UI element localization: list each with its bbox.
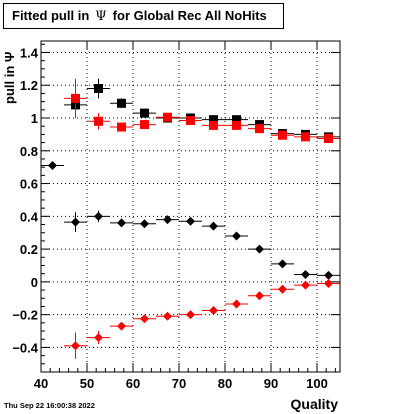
diamond-marker <box>71 341 80 351</box>
diamond-marker <box>255 291 264 301</box>
diamond-marker <box>140 219 149 229</box>
x-tick-label: 60 <box>126 376 140 391</box>
diamond-marker <box>140 314 149 324</box>
square-marker <box>232 120 241 130</box>
diamond-marker <box>278 284 287 294</box>
grid <box>41 41 340 372</box>
diamond-marker <box>163 215 172 225</box>
y-tick-label: 1.4 <box>20 45 39 60</box>
y-tick-label: 1 <box>31 111 38 126</box>
square-marker <box>140 120 149 130</box>
square-marker <box>232 115 241 125</box>
plot-frame <box>40 40 341 373</box>
diamond-marker <box>324 279 333 289</box>
square-marker <box>94 84 103 94</box>
y-axis-label: pull in Ψ <box>2 52 17 104</box>
series-3 <box>64 78 340 143</box>
y-tick-label: 0.8 <box>20 144 38 159</box>
diamond-marker <box>48 161 57 171</box>
diamond-marker <box>301 280 310 290</box>
y-tick-label: −0.2 <box>12 308 38 323</box>
diamond-marker <box>255 244 264 254</box>
diamond-marker <box>186 216 195 226</box>
diamond-marker <box>117 321 126 331</box>
y-axis-label-text: pull in Ψ <box>2 51 17 104</box>
diamond-marker <box>232 231 241 241</box>
series-1 <box>64 279 340 359</box>
y-tick-label: 1.2 <box>20 78 38 93</box>
diamond-marker <box>278 259 287 269</box>
square-marker <box>255 124 264 134</box>
diamond-marker <box>324 270 333 280</box>
y-tick-label: 0 <box>31 275 38 290</box>
diamond-marker <box>209 306 218 316</box>
square-marker <box>94 116 103 126</box>
series-0 <box>41 161 340 280</box>
square-marker <box>186 115 195 125</box>
diamond-marker <box>232 299 241 309</box>
diamond-marker <box>209 221 218 231</box>
square-marker <box>117 122 126 132</box>
x-tick-label: 90 <box>264 376 278 391</box>
square-marker <box>278 130 287 140</box>
square-marker <box>324 133 333 143</box>
diamond-marker <box>94 333 103 343</box>
x-axis-label: Quality <box>290 396 338 412</box>
square-marker <box>301 132 310 142</box>
square-marker <box>71 93 80 103</box>
axis-ticks <box>40 41 340 373</box>
square-marker <box>209 120 218 130</box>
y-tick-label: −0.4 <box>12 340 38 355</box>
square-marker <box>140 108 149 118</box>
series-2 <box>64 78 340 142</box>
diamond-marker <box>163 311 172 321</box>
x-tick-label: 80 <box>218 376 232 391</box>
title-symbol: Ψ <box>95 9 107 24</box>
timestamp: Thu Sep 22 16:00:38 2022 <box>4 401 95 410</box>
x-tick-label: 100 <box>306 376 328 391</box>
diamond-marker <box>301 270 310 280</box>
x-tick-label: 50 <box>80 376 94 391</box>
data-markers <box>41 78 340 359</box>
y-tick-label: 0.2 <box>20 242 38 257</box>
diamond-marker <box>71 217 80 227</box>
square-marker <box>117 98 126 108</box>
x-tick-label: 40 <box>34 376 48 391</box>
diamond-marker <box>117 218 126 228</box>
diamond-marker <box>186 310 195 320</box>
y-tick-label: 0.6 <box>20 177 38 192</box>
diamond-marker <box>94 211 103 221</box>
title-prefix: Fitted pull in <box>12 8 90 23</box>
square-marker <box>209 115 218 125</box>
tick-labels: 40 50 60 70 80 90 100 −0.4 −0.2 0 0.2 0.4 0.6 0.8 1 1.2… <box>12 45 328 391</box>
square-marker <box>163 112 172 122</box>
x-tick-label: 70 <box>172 376 186 391</box>
title-suffix: for Global Rec All NoHits <box>112 8 267 23</box>
y-tick-label: 0.4 <box>20 209 39 224</box>
